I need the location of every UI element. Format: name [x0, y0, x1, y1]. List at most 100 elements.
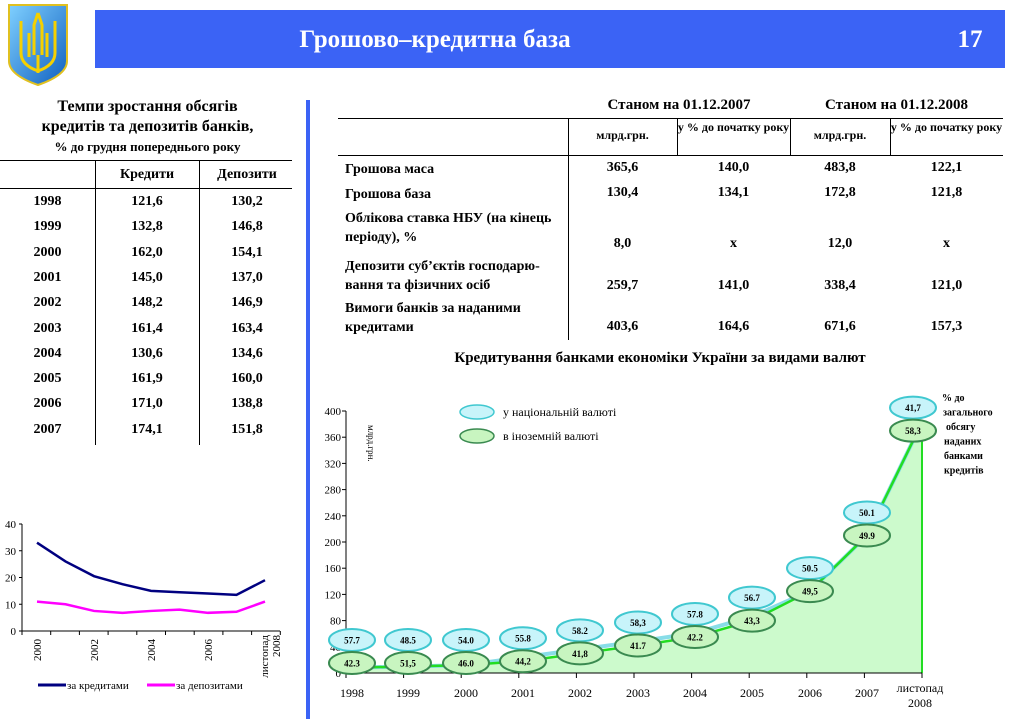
divider [95, 160, 96, 445]
foreign-bubble [442, 651, 490, 675]
national-pct-label: 54.0 [458, 636, 474, 646]
row-value: 338,4 [824, 278, 856, 293]
foreign-pct-label: 41.7 [630, 641, 646, 651]
row-value: 140,0 [717, 160, 750, 175]
row-value: 148,2 [131, 295, 163, 311]
y-tick-label: 30 [5, 546, 17, 558]
divider [790, 118, 791, 155]
series-line-1 [36, 600, 266, 615]
national-pct-label: 41,7 [905, 403, 921, 413]
row-value: 134,1 [717, 185, 750, 200]
x-tick-label: 2000 [32, 639, 44, 662]
legend-label: за депозитами [176, 680, 243, 692]
column-header-deposits: Депозити [217, 167, 277, 182]
national-pct-label: 58,3 [630, 618, 646, 628]
x-tick-label: 2000 [454, 686, 478, 700]
row-label: Грошова маса [345, 162, 435, 177]
x-tick-label: 2003 [626, 686, 650, 700]
row-value: 161,4 [131, 320, 163, 336]
foreign-bubble [671, 624, 719, 649]
data-label-pair: 58,3 41.7 [614, 610, 662, 658]
row-value: 259,7 [606, 278, 639, 293]
divider [338, 118, 1003, 119]
annotation-text: кредитів [944, 466, 984, 477]
y-tick-label: 400 [325, 406, 342, 418]
row-value: 130,4 [606, 185, 639, 200]
sub-header: млрд.грн. [596, 128, 649, 142]
row-value: 365,6 [606, 160, 639, 175]
y-tick-label: 160 [325, 563, 342, 575]
row-value: х [943, 236, 950, 251]
left-table-title-2: кредитів та депозитів банків, [41, 118, 254, 135]
series-line-0 [36, 541, 266, 597]
divider [568, 118, 569, 340]
row-value: 162,0 [131, 244, 163, 260]
foreign-pct-label: 51,5 [400, 659, 416, 669]
y-axis-label: млрд.грн. [366, 425, 376, 462]
foreign-bubble [843, 523, 891, 548]
foreign-bubble [786, 579, 834, 604]
foreign-pct-label: 41,8 [572, 649, 588, 659]
sub-header: у % до початку року [890, 120, 1003, 134]
row-year: 2007 [33, 421, 62, 437]
row-year: 2001 [33, 269, 62, 285]
x-tick-label: 2004 [683, 686, 707, 700]
foreign-bubble [499, 649, 547, 674]
x-tick-label: 2005 [740, 686, 764, 700]
row-year: 1999 [33, 219, 62, 235]
row-year: 2002 [33, 295, 62, 311]
row-value: 8,0 [613, 236, 632, 251]
growth-line-chart: 0 10 20 30 40 2000 2002 2004 2006 листопад 2008 за … [5, 519, 283, 692]
row-value: 403,6 [606, 319, 639, 334]
row-value: 163,4 [231, 320, 263, 336]
national-pct-label: 55.8 [515, 634, 531, 644]
row-value: 146,9 [231, 295, 263, 311]
row-value: 122,1 [930, 160, 963, 175]
row-year: 2005 [33, 371, 62, 387]
left-table-title-1: Темпи зростання обсягів [57, 98, 238, 115]
row-year: 1998 [33, 194, 62, 209]
row-value: 138,8 [231, 396, 263, 412]
coat-of-arms-logo [7, 3, 69, 87]
row-value: 132,8 [131, 219, 163, 235]
data-label-pair: 48.5 51,5 [384, 628, 432, 675]
row-value: 146,8 [231, 219, 263, 235]
row-year: 2000 [33, 244, 62, 260]
row-year: 2004 [33, 345, 62, 361]
row-value: 141,0 [717, 278, 750, 293]
annotation-text: банками [944, 451, 983, 462]
annotation-text: наданих [944, 437, 981, 448]
foreign-pct-label: 49,5 [802, 587, 818, 597]
x-tick-label: 2008 [271, 635, 283, 658]
data-label-pair: 54.0 46.0 [442, 628, 490, 675]
y-tick-label: 320 [325, 458, 342, 470]
row-value: 160,0 [231, 371, 263, 387]
sub-header: у % до початку року [677, 120, 790, 134]
divider [890, 118, 891, 155]
x-tick-label: 2007 [855, 686, 879, 700]
x-tick-label: 2006 [203, 639, 215, 662]
national-pct-label: 48.5 [400, 636, 416, 646]
row-value: 130,6 [131, 345, 163, 361]
foreign-bubble [889, 418, 937, 443]
foreign-bubble [328, 651, 376, 675]
y-tick-label: 80 [330, 616, 342, 628]
row-value: 171,0 [131, 396, 163, 412]
national-pct-label: 50.5 [802, 564, 818, 574]
page-title: Грошово–кредитна база [299, 26, 571, 53]
row-value: 164,6 [717, 319, 750, 334]
row-value: 174,1 [131, 421, 163, 437]
divider [677, 118, 678, 155]
divider [0, 160, 292, 161]
y-tick-label: 280 [325, 485, 342, 497]
row-value: 121,0 [930, 278, 963, 293]
row-value: 151,8 [231, 421, 263, 437]
national-pct-label: 57.7 [344, 636, 360, 646]
row-value: 157,3 [930, 319, 963, 334]
y-tick-label: 0 [11, 626, 17, 638]
data-label-pair: 41,7 58,3 [889, 395, 937, 443]
annotation-text: загального [943, 408, 993, 419]
column-header-credits: Кредити [119, 167, 175, 182]
row-value: 671,6 [824, 319, 856, 334]
row-value: 161,9 [131, 371, 163, 387]
